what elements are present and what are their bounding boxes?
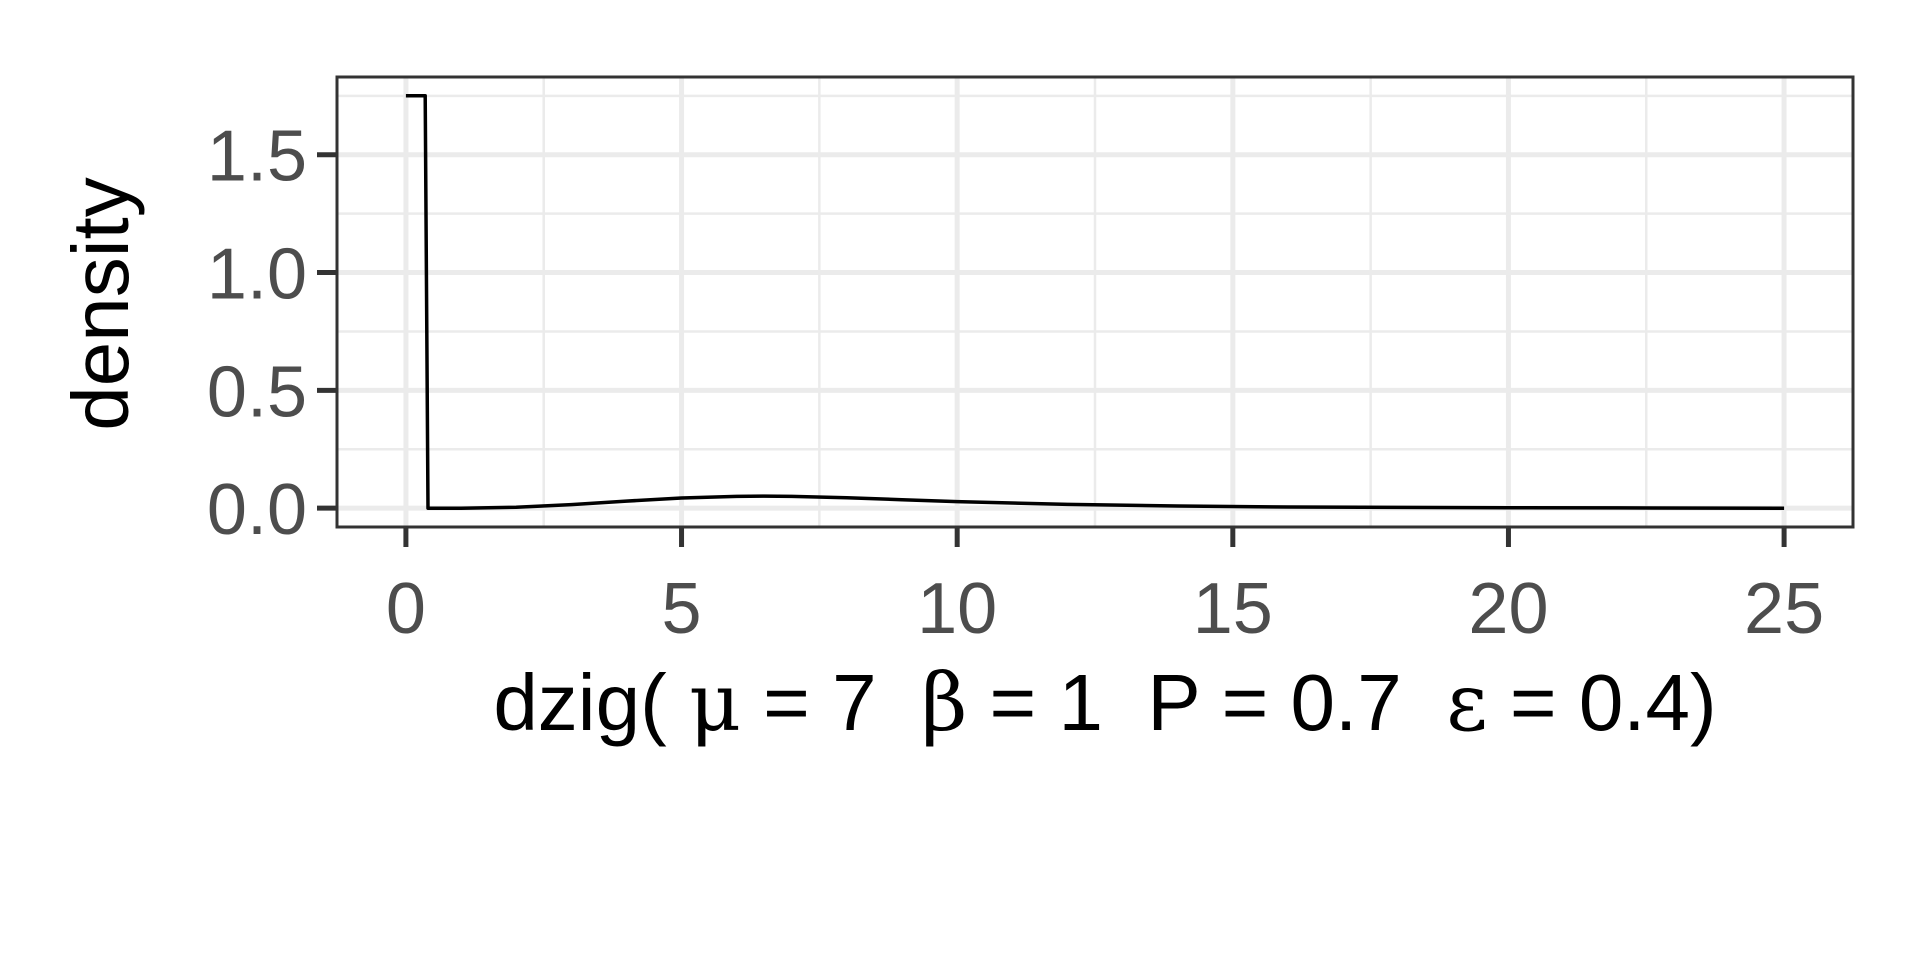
panel-border (335, 75, 1855, 529)
axes: 0 5 10 15 20 25 0.0 0.5 1.0 1.5 (207, 117, 1824, 649)
data-layer (405, 94, 1785, 510)
x-tick-label: 15 (1193, 569, 1273, 649)
y-tick-label: 0.0 (207, 470, 307, 550)
x-tick-label: 20 (1468, 569, 1548, 649)
x-label-text: = 7 (741, 658, 921, 747)
x-label-text: = 1 P = 0.7 (967, 658, 1446, 747)
x-label-greek-symbol: β (921, 656, 967, 749)
y-tick-label: 1.0 (207, 235, 307, 315)
grid (337, 77, 1853, 527)
x-label-greek-symbol: μ (689, 656, 741, 749)
y-tick-label: 1.5 (207, 117, 307, 197)
x-label-text: = 0.4) (1488, 658, 1717, 747)
x-tick-label: 5 (662, 569, 702, 649)
x-axis-title: dzig( μ = 7 β = 1 P = 0.7 ε = 0.4) (493, 656, 1716, 749)
x-tick-label: 10 (917, 569, 997, 649)
density-line (405, 94, 1785, 510)
x-tick-label: 25 (1744, 569, 1824, 649)
x-label-text: dzig( (493, 658, 689, 747)
y-axis-title: density (56, 177, 145, 430)
y-tick-label: 0.5 (207, 352, 307, 432)
x-label-greek-symbol: ε (1446, 656, 1487, 749)
x-tick-label: 0 (386, 569, 426, 649)
